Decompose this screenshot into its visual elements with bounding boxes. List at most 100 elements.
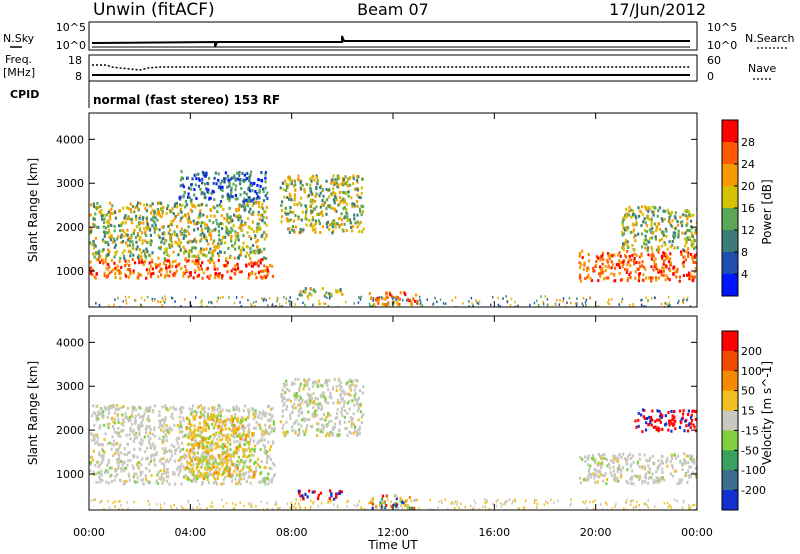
power-echo	[462, 302, 464, 305]
power-echo	[108, 304, 110, 307]
velocity-echo	[676, 499, 678, 503]
velocity-echo	[371, 506, 374, 510]
power-echo	[187, 220, 190, 224]
power-echo	[247, 262, 251, 266]
power-echo	[434, 296, 436, 300]
velocity-echo	[611, 507, 613, 510]
velocity-echo	[632, 506, 635, 509]
velocity-echo	[453, 502, 455, 505]
power-echo	[332, 187, 335, 191]
velocity-echo	[606, 464, 609, 468]
velocity-echo	[308, 399, 312, 403]
power-echo	[97, 258, 100, 262]
power-echo	[251, 305, 253, 307]
power-echo	[255, 240, 258, 244]
velocity-echo	[306, 392, 309, 396]
power-echo	[161, 232, 164, 236]
velocity-echo	[204, 419, 207, 423]
velocity-echo	[188, 407, 191, 411]
power-echo	[319, 205, 322, 209]
power-echo	[177, 238, 181, 242]
power-echo	[183, 298, 186, 301]
velocity-echo	[615, 502, 617, 506]
velocity-echo	[632, 499, 634, 502]
power-echo	[686, 229, 689, 233]
power-echo	[627, 258, 631, 262]
velocity-echo	[244, 418, 248, 422]
velocity-echo	[299, 396, 303, 400]
power-echo	[357, 175, 360, 179]
velocity-echo	[228, 473, 231, 477]
velocity-echo	[100, 460, 104, 464]
power-echo	[242, 241, 245, 245]
velocity-echo	[472, 508, 474, 510]
velocity-echo	[658, 428, 661, 432]
power-echo	[615, 263, 618, 267]
power-echo	[285, 297, 288, 301]
power-echo	[206, 215, 209, 219]
velocity-echo	[237, 408, 241, 412]
velocity-echo	[114, 407, 117, 411]
power-echo	[205, 223, 208, 227]
power-echo	[241, 229, 244, 233]
velocity-echo	[329, 393, 332, 397]
power-echo	[292, 210, 295, 214]
velocity-echo	[232, 429, 235, 433]
power-echo	[259, 227, 262, 231]
power-echo	[259, 184, 262, 188]
velocity-echo	[248, 423, 251, 427]
velocity-echo	[148, 431, 152, 435]
power-echo	[676, 223, 680, 227]
power-echo	[230, 186, 233, 190]
power-echo	[341, 190, 345, 194]
power-echo	[641, 260, 644, 264]
velocity-echo	[218, 468, 221, 472]
power-echo	[205, 235, 208, 239]
power-echo	[142, 263, 145, 267]
velocity-echo	[504, 500, 506, 504]
velocity-echo	[690, 419, 694, 423]
velocity-echo	[147, 415, 150, 419]
power-echo	[694, 261, 697, 265]
power-echo	[669, 261, 672, 265]
power-echo	[265, 216, 268, 220]
velocity-echo	[188, 426, 191, 430]
velocity-echo	[329, 391, 332, 395]
velocity-echo	[217, 455, 221, 459]
velocity-echo	[219, 410, 223, 414]
velocity-echo	[593, 468, 596, 472]
velocity-echo	[163, 451, 166, 455]
power-echo	[361, 210, 364, 214]
power-echo	[310, 222, 313, 226]
velocity-echo	[186, 442, 190, 446]
power-echo	[650, 279, 653, 283]
velocity-echo	[632, 482, 635, 486]
velocity-echo	[321, 407, 324, 411]
power-echo	[655, 267, 658, 271]
velocity-echo	[271, 507, 274, 510]
velocity-echo	[247, 470, 250, 474]
power-echo	[646, 239, 649, 243]
power-echo	[622, 262, 625, 266]
power-echo	[217, 233, 221, 237]
velocity-echo	[257, 416, 260, 420]
power-echo	[257, 227, 260, 231]
velocity-echo	[134, 417, 137, 421]
power-echo	[689, 276, 693, 280]
power-echo	[287, 219, 291, 223]
power-echo	[679, 220, 683, 224]
velocity-echo	[286, 502, 288, 506]
power-echo	[653, 222, 656, 226]
velocity-echo	[293, 382, 296, 386]
velocity-echo	[204, 467, 207, 471]
power-echo	[198, 268, 201, 272]
velocity-echo	[674, 427, 677, 431]
velocity-echo	[280, 394, 283, 398]
power-echo	[188, 195, 191, 199]
power-echo	[236, 197, 239, 201]
velocity-echo	[292, 406, 295, 410]
power-echo	[208, 251, 211, 255]
velocity-echo	[311, 401, 314, 405]
power-echo	[143, 260, 147, 264]
power-echo	[319, 231, 322, 235]
